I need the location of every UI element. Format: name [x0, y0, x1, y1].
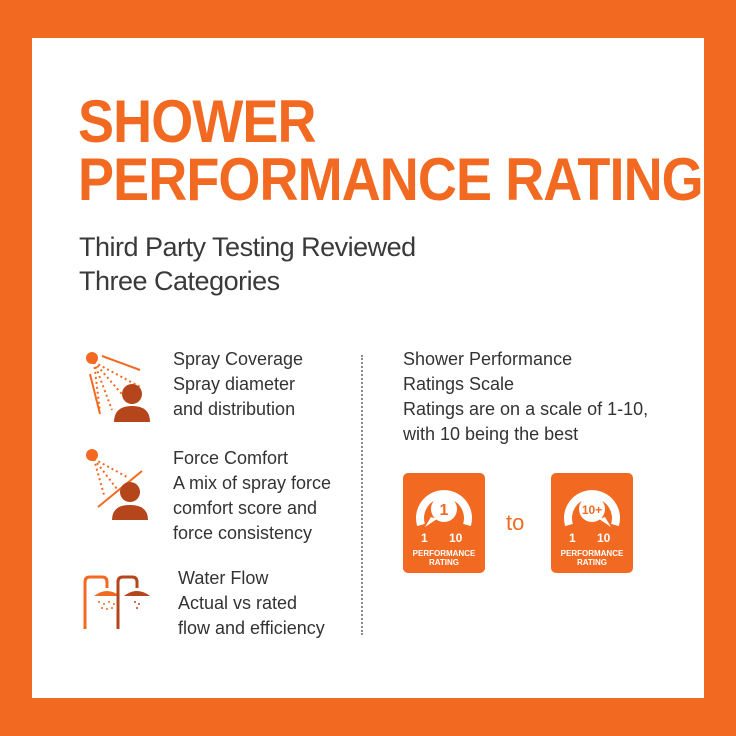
category-desc: flow and efficiency [178, 618, 325, 638]
scale-heading: Shower Performance [403, 349, 573, 369]
subtitle-line-2: Three Categories [79, 266, 280, 296]
spray-coverage-icon [86, 352, 150, 422]
badge-label: PERFORMANCE RATING [551, 549, 633, 567]
badge-label-2: RATING [428, 558, 460, 567]
category-desc: Actual vs rated [178, 593, 298, 613]
category-desc: A mix of spray force [173, 473, 332, 493]
badge-min: 1 [421, 531, 428, 545]
rating-badge-min: 1 1 10 PERFORMANCE RATING [403, 473, 485, 573]
scale-desc: Ratings are on a scale of 1-10, [403, 399, 649, 419]
category-water-flow: Water Flow Actual vs rated flow and effi… [178, 566, 325, 641]
category-heading: Water Flow [178, 568, 269, 588]
gauge-icon: 1 [416, 490, 472, 527]
category-heading: Force Comfort [173, 448, 289, 468]
badge-value: 1 [440, 502, 449, 519]
content-panel [32, 38, 704, 698]
force-comfort-icon [86, 449, 148, 520]
badge-max: 10 [597, 531, 611, 545]
water-flow-icon [83, 575, 150, 629]
badge-label-2: RATING [576, 558, 608, 567]
subtitle-line-1: Third Party Testing Reviewed [79, 232, 416, 262]
gauge-icon: 10+ [564, 490, 620, 527]
scale-desc: with 10 being the best [403, 424, 579, 444]
title-line-1: SHOWER [78, 88, 316, 155]
category-desc: comfort score and [173, 498, 318, 518]
to-label: to [506, 510, 525, 535]
ratings-scale-info: Shower Performance Ratings Scale Ratings… [403, 347, 648, 447]
scale-heading: Ratings Scale [403, 374, 515, 394]
badge-min: 1 [569, 531, 576, 545]
divider [361, 355, 363, 635]
rating-badge-max: 10+ 1 10 PERFORMANCE RATING [551, 473, 633, 573]
category-force-comfort: Force Comfort A mix of spray force comfo… [173, 446, 331, 546]
badge-value: 10+ [582, 503, 602, 517]
badge-label-1: PERFORMANCE [560, 549, 624, 558]
category-heading: Spray Coverage [173, 349, 304, 369]
title-line-2: PERFORMANCE RATINGS [78, 146, 736, 213]
category-desc: force consistency [173, 523, 313, 543]
badge-label-1: PERFORMANCE [412, 549, 476, 558]
badge-label: PERFORMANCE RATING [403, 549, 485, 567]
category-desc: Spray diameter [173, 374, 296, 394]
category-spray-coverage: Spray Coverage Spray diameter and distri… [173, 347, 303, 422]
badge-max: 10 [449, 531, 463, 545]
category-desc: and distribution [173, 399, 296, 419]
